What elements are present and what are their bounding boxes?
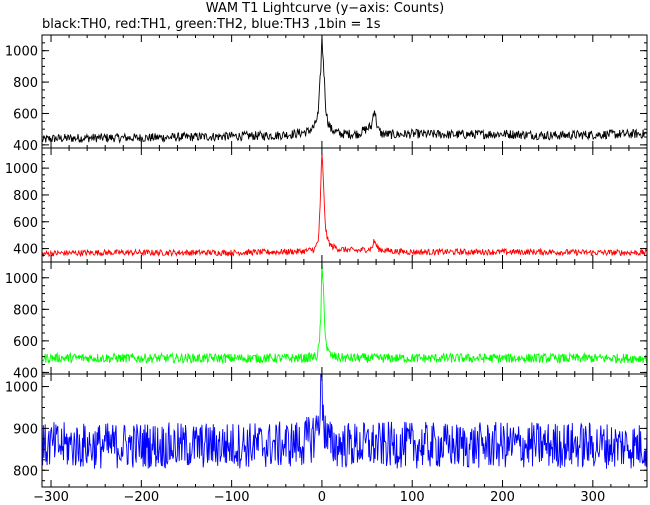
y-tick-label: 900	[13, 422, 38, 437]
y-tick-label: 400	[13, 243, 38, 258]
y-tick-label: 800	[13, 76, 38, 91]
panel-frame	[41, 373, 648, 488]
x-tick-label: 0	[318, 490, 326, 505]
y-tick-label: 400	[13, 139, 38, 154]
y-tick-label: 600	[13, 335, 38, 350]
y-tick-label: 800	[13, 189, 38, 204]
series-line-th1	[41, 153, 648, 258]
chart-title: WAM T1 Lightcurve (y−axis: Counts)	[205, 1, 445, 16]
series-line-th2	[41, 261, 648, 365]
y-tick-label: 600	[13, 216, 38, 231]
y-tick-label: 400	[13, 366, 38, 381]
y-tick-label: 1000	[5, 272, 38, 287]
x-tick-label: −300	[33, 490, 69, 505]
series-line-th0	[41, 35, 648, 144]
x-tick-label: −100	[214, 490, 250, 505]
x-tick-label: −200	[123, 490, 159, 505]
chart-subtitle: black:TH0, red:TH1, green:TH2, blue:TH3 …	[42, 17, 381, 32]
y-tick-label: 1000	[5, 45, 38, 60]
y-tick-label: 800	[13, 303, 38, 318]
series-line-th3	[41, 373, 648, 469]
y-tick-label: 800	[13, 464, 38, 479]
y-tick-label: 1000	[5, 381, 38, 396]
x-tick-label: 200	[490, 490, 515, 505]
y-tick-label: 1000	[5, 162, 38, 177]
panel-frame	[41, 147, 648, 263]
y-tick-label: 600	[13, 107, 38, 122]
x-tick-label: 300	[580, 490, 605, 505]
x-tick-label: 100	[400, 490, 425, 505]
